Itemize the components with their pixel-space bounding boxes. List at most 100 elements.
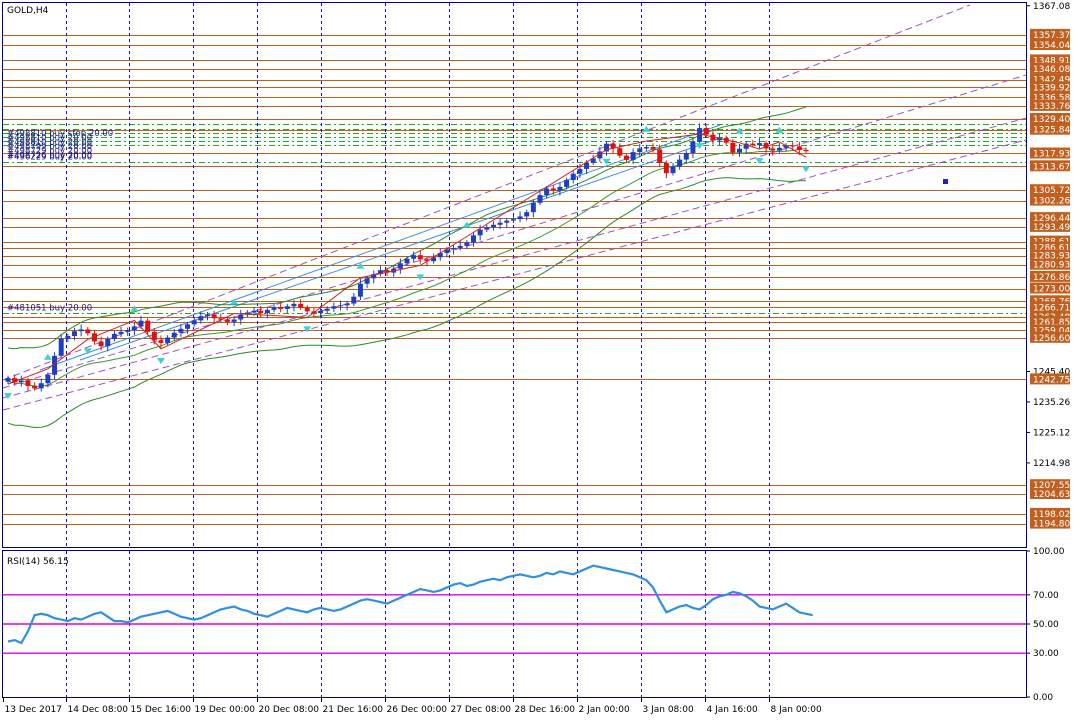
price-level-label: 1286.61 [1033,244,1070,254]
price-level-badge [1030,507,1070,519]
price-level-label: 1204.63 [1033,490,1070,500]
candle-body [717,137,723,141]
candle-body [730,142,736,153]
price-level-label: 1354.04 [1033,41,1070,51]
candlestick-series[interactable] [5,123,809,392]
candle-body [710,134,716,141]
channel-line [2,4,971,381]
time-tick-label: 19 Dec 00:00 [195,705,256,715]
price-level-label: 1346.08 [1033,65,1070,75]
candle-body [5,378,11,382]
price-level-label: 1317.93 [1033,150,1070,160]
candle-body [657,149,663,163]
candle-body [198,316,204,321]
price-level-badge [1030,123,1070,135]
candle-body [537,195,543,203]
price-level-label: 1302.26 [1033,197,1070,207]
order-label: #498799 buy 20.00 [7,142,92,152]
candle-body [743,143,749,149]
candle-body [278,307,284,309]
price-level-badge [1030,212,1070,224]
candle-body [264,309,270,314]
fractal-up-icon [462,221,471,228]
price-level-label: 1259.04 [1033,327,1070,337]
candle-body [524,212,530,217]
candle-body [697,128,703,142]
order-label: #498810 buy 20.00 [7,133,92,143]
candle-body [165,337,171,343]
price-level-badge [1030,249,1070,261]
fractal-down-icon [602,158,611,165]
trend-channels [2,4,1027,411]
candle-body [570,173,576,181]
candle-body [185,324,191,329]
candle-body [258,310,264,314]
candle-body [663,162,669,174]
price-level-label: 1293.49 [1033,223,1070,233]
zigzag-line [7,133,807,385]
candle-body [630,152,636,160]
price-level-badge [1030,220,1070,232]
price-level-label: 1283.93 [1033,252,1070,262]
candle-body [484,227,490,230]
candle-body [131,326,137,331]
square-marker-icon [943,179,948,184]
price-level-label: 1296.44 [1033,214,1070,224]
order-labels: #498810 buy stop 20.00#498810 buy 20.00#… [7,129,113,314]
candle-body [431,257,437,262]
candle-body [298,303,304,308]
price-level-label: 1313.67 [1033,162,1070,172]
price-level-badge [1030,91,1070,103]
price-level-label: 1325.84 [1033,126,1070,136]
fractal-up-icon [43,353,52,360]
candle-body [364,278,370,284]
candle-body [783,145,789,148]
candle-body [763,143,769,149]
candle-body [643,146,649,149]
candle-body [756,143,762,146]
time-tick-label: 8 Jan 00:00 [771,705,823,715]
candle-body [490,224,496,228]
fractal-down-icon [4,393,12,400]
candle-body [191,320,197,325]
rsi-tick-label: 70.00 [1033,591,1059,601]
candle-body [251,310,257,313]
rsi-tick-label: 50.00 [1033,620,1059,630]
time-tick-label: 13 Dec 2017 [5,705,63,715]
candle-body [218,318,224,320]
channel-line [2,117,1027,399]
time-tick-label: 26 Dec 00:00 [387,705,448,715]
price-axis: 1367.08 1245.40 1235.26 1225.12 1214.98 1357.… [1026,2,1070,530]
price-level-badge [1030,39,1070,50]
candle-body [504,220,510,223]
candle-body [610,143,616,149]
price-level-badge [1030,235,1070,247]
regression-line [79,137,721,361]
rsi-panel-border [2,550,1027,698]
zigzag-indicator [7,133,807,385]
price-level-label: 1280.93 [1033,261,1070,271]
time-axis: 13 Dec 2017 14 Dec 08:00 15 Dec 16:00 19 De… [3,697,823,715]
candle-body [703,128,709,135]
price-level-badge [1030,373,1070,385]
candle-body [417,255,423,260]
price-level-badge [1030,113,1070,124]
price-level-badge [1030,184,1070,196]
fractal-down-icon [755,158,764,165]
candle-body [590,158,596,163]
price-level-badge [1030,160,1070,172]
fractal-down-icon [416,274,425,281]
candle-body [238,314,244,320]
fractal-up-icon [356,262,365,269]
price-level-badge [1030,258,1070,270]
candle-body [677,159,683,167]
candle-body [65,336,71,339]
price-level-label: 1256.60 [1033,334,1070,344]
candle-body [145,320,151,332]
candle-body [18,380,24,383]
order-label: #481051 buy 20.00 [7,304,92,314]
time-tick-label: 27 Dec 08:00 [451,705,512,715]
candle-body [471,235,476,243]
price-level-label: 1273.00 [1033,285,1070,295]
